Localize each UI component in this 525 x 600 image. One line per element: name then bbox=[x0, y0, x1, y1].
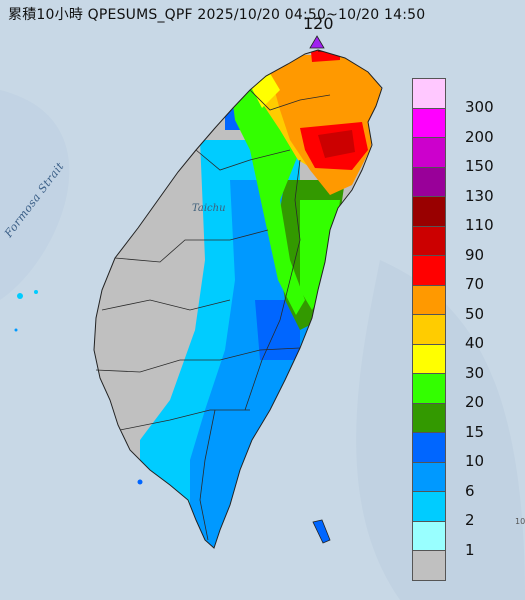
legend-label: 20 bbox=[465, 393, 485, 411]
max-marker-triangle bbox=[309, 35, 325, 49]
legend-label: 30 bbox=[465, 363, 485, 382]
legend-swatch bbox=[412, 343, 446, 374]
city-label: Taichu bbox=[192, 203, 226, 214]
legend-swatch bbox=[412, 284, 446, 315]
legend-swatch bbox=[412, 225, 446, 256]
legend-label: 1 bbox=[465, 540, 475, 559]
legend-label: 15 bbox=[465, 422, 485, 441]
edge-label: 10 bbox=[515, 517, 525, 526]
legend-label: 150 bbox=[465, 157, 494, 175]
legend-swatch bbox=[412, 107, 446, 138]
legend-swatch bbox=[412, 402, 446, 433]
legend-swatch bbox=[412, 432, 446, 463]
legend-label: 40 bbox=[465, 334, 485, 352]
legend-label: 110 bbox=[465, 216, 494, 234]
legend-label: 2 bbox=[465, 511, 475, 529]
max-value-label: 120 bbox=[303, 14, 334, 33]
legend-swatch bbox=[412, 550, 446, 581]
legend-swatch bbox=[412, 196, 446, 227]
legend-swatch bbox=[412, 255, 446, 286]
legend-label: 6 bbox=[465, 481, 475, 500]
legend-swatch bbox=[412, 166, 446, 197]
legend-label: 50 bbox=[465, 304, 485, 323]
legend-label: 90 bbox=[465, 245, 485, 264]
legend-swatch bbox=[412, 461, 446, 492]
legend-label: 200 bbox=[465, 127, 494, 146]
legend-swatch bbox=[412, 314, 446, 345]
map-title: 累積10小時 QPESUMS_QPF 2025/10/20 04:50~10/2… bbox=[8, 7, 426, 23]
legend-label: 300 bbox=[465, 98, 494, 116]
legend-label: 10 bbox=[465, 452, 485, 470]
legend-label: 70 bbox=[465, 275, 485, 293]
legend-swatch bbox=[412, 373, 446, 404]
legend-swatch bbox=[412, 520, 446, 551]
legend-swatch bbox=[412, 78, 446, 109]
legend-swatch bbox=[412, 137, 446, 168]
legend-swatch bbox=[412, 491, 446, 522]
legend-label: 130 bbox=[465, 186, 494, 205]
